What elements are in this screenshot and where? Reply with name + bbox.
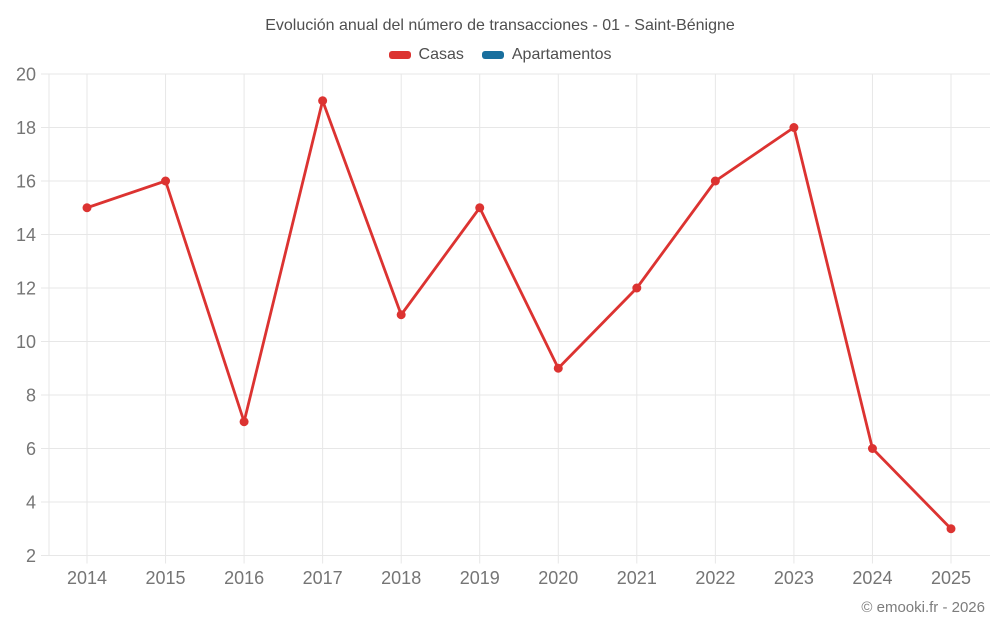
x-tick-label: 2015 <box>146 568 186 588</box>
data-point-casas[interactable] <box>553 363 563 373</box>
data-point-casas[interactable] <box>946 524 956 534</box>
legend-label-apartamentos: Apartamentos <box>511 46 612 63</box>
y-tick-label: 10 <box>16 332 36 352</box>
data-point-casas[interactable] <box>710 176 720 186</box>
y-tick-label: 18 <box>16 118 36 138</box>
data-point-casas[interactable] <box>867 444 877 453</box>
data-point-casas[interactable] <box>318 96 328 106</box>
x-tick-label: 2024 <box>852 568 892 588</box>
data-point-casas[interactable] <box>161 176 171 186</box>
y-tick-label: 4 <box>26 493 36 513</box>
x-tick-label: 2023 <box>774 568 814 588</box>
x-tick-label: 2020 <box>538 568 578 588</box>
data-point-casas[interactable] <box>632 283 642 293</box>
data-point-casas[interactable] <box>789 123 799 132</box>
x-tick-label: 2018 <box>381 568 421 588</box>
x-tick-label: 2017 <box>303 568 343 588</box>
data-point-casas[interactable] <box>475 203 485 213</box>
x-tick-label: 2021 <box>617 568 657 588</box>
y-tick-label: 12 <box>16 279 36 299</box>
x-tick-label: 2022 <box>695 568 735 588</box>
y-tick-label: 8 <box>26 386 36 406</box>
y-tick-label: 16 <box>16 172 36 192</box>
x-tick-label: 2025 <box>931 568 971 588</box>
legend-label-casas: Casas <box>418 46 464 63</box>
legend-item-casas[interactable]: Casas <box>388 46 464 64</box>
y-tick-label: 20 <box>16 65 36 85</box>
y-tick-label: 2 <box>26 546 36 566</box>
data-point-casas[interactable] <box>396 310 406 320</box>
x-tick-label: 2016 <box>224 568 264 588</box>
y-tick-label: 14 <box>16 225 36 245</box>
watermark: © emooki.fr - 2026 <box>861 599 985 616</box>
data-point-casas[interactable] <box>82 203 92 213</box>
legend: Casas Apartamentos <box>0 46 1000 64</box>
series-line-casas <box>85 99 953 531</box>
chart-title: Evolución anual del número de transaccio… <box>265 17 735 34</box>
legend-swatch-casas-icon <box>388 51 411 59</box>
x-tick-label: 2014 <box>67 568 107 588</box>
x-tick-label: 2019 <box>460 568 500 588</box>
legend-swatch-apartamentos-icon <box>481 51 504 59</box>
y-tick-label: 6 <box>26 439 36 459</box>
legend-item-apartamentos[interactable]: Apartamentos <box>481 46 612 64</box>
data-point-casas[interactable] <box>239 417 249 427</box>
